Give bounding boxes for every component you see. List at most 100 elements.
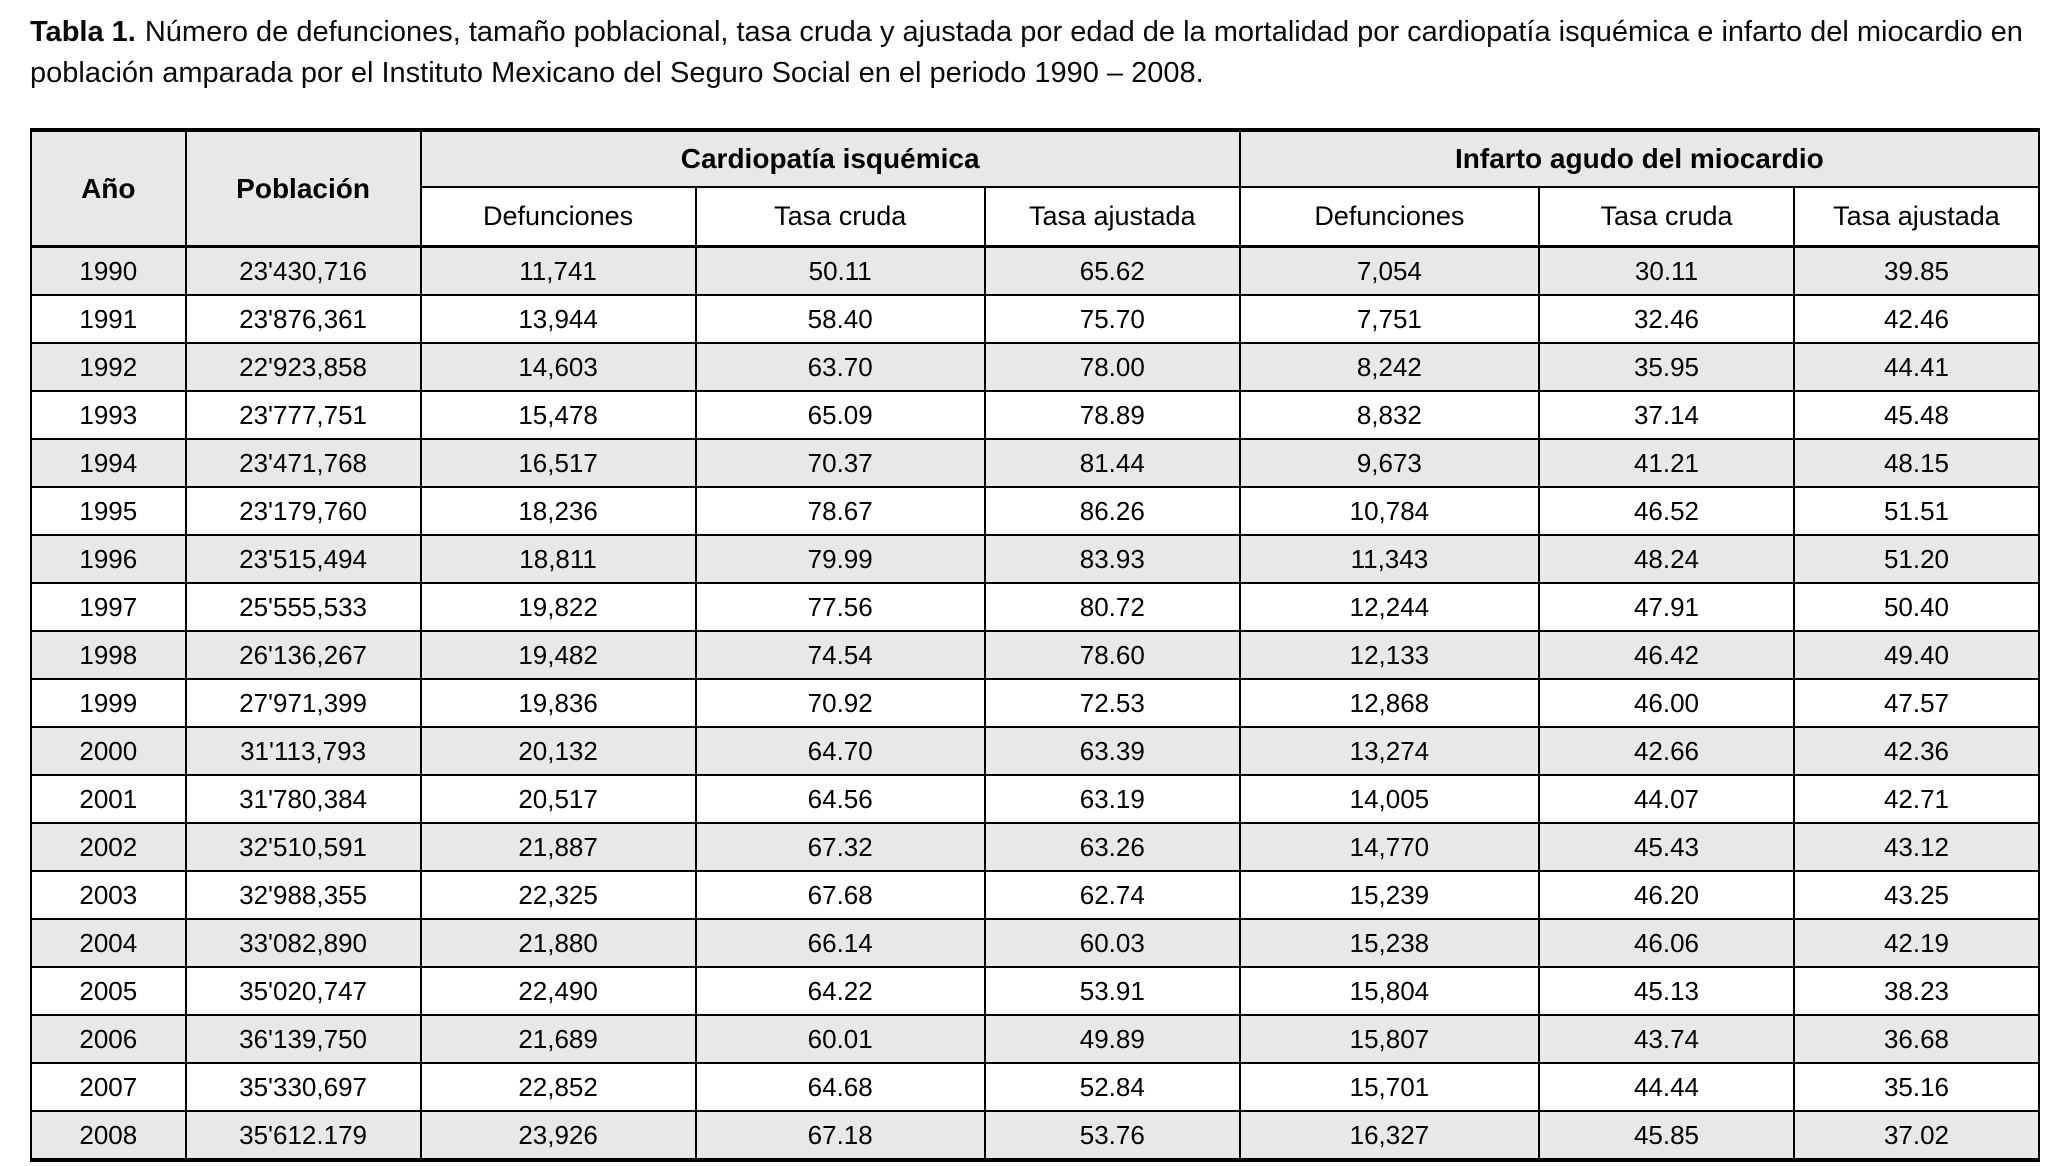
table-cell: 72.53 [983, 678, 1241, 729]
table-cell: 15,807 [1238, 1014, 1540, 1065]
table-cell: 2007 [30, 1062, 187, 1113]
table-cell: 26'136,267 [184, 630, 422, 681]
table-cell: 74.54 [694, 630, 986, 681]
table-caption-text: Número de defunciones, tamaño poblaciona… [30, 16, 2023, 90]
col-header-defunciones-ci: Defunciones [419, 186, 697, 248]
col-header-defunciones-iam: Defunciones [1238, 186, 1540, 248]
table-cell: 35'330,697 [184, 1062, 422, 1113]
table-cell: 46.00 [1537, 678, 1795, 729]
table-cell: 67.18 [694, 1110, 986, 1162]
table-cell: 42.36 [1792, 726, 2041, 777]
table-cell: 78.89 [983, 390, 1241, 441]
table-cell: 1997 [30, 582, 187, 633]
table-cell: 1995 [30, 486, 187, 537]
table-cell: 63.70 [694, 342, 986, 393]
table-row: 2007 35'330,697 22,852 64.68 52.84 15,701 44.4… [30, 1062, 2041, 1113]
table-cell: 31'113,793 [184, 726, 422, 777]
table-cell: 47.91 [1537, 582, 1795, 633]
table-row: 2003 32'988,355 22,325 67.68 62.74 15,239 46.2… [30, 870, 2041, 921]
table-cell: 23'471,768 [184, 438, 422, 489]
table-row: 1999 27'971,399 19,836 70.92 72.53 12,868 46.0… [30, 678, 2041, 729]
table-cell: 43.12 [1792, 822, 2041, 873]
table-cell: 32'510,591 [184, 822, 422, 873]
table-cell: 50.11 [694, 245, 986, 297]
table-cell: 12,133 [1238, 630, 1540, 681]
table-cell: 16,327 [1238, 1110, 1540, 1162]
table-cell: 2004 [30, 918, 187, 969]
table-cell: 63.19 [983, 774, 1241, 825]
table-cell: 25'555,533 [184, 582, 422, 633]
table-cell: 11,343 [1238, 534, 1540, 585]
table-cell: 70.37 [694, 438, 986, 489]
table-cell: 60.01 [694, 1014, 986, 1065]
col-group-infarto-agudo: Infarto agudo del miocardio [1238, 129, 2041, 189]
table-cell: 46.52 [1537, 486, 1795, 537]
table-cell: 46.20 [1537, 870, 1795, 921]
table-cell: 44.44 [1537, 1062, 1795, 1113]
table-cell: 18,236 [419, 486, 697, 537]
table-cell: 13,274 [1238, 726, 1540, 777]
table-cell: 35.95 [1537, 342, 1795, 393]
table-row: 1994 23'471,768 16,517 70.37 81.44 9,673 41.21… [30, 438, 2041, 489]
table-cell: 78.00 [983, 342, 1241, 393]
table-cell: 18,811 [419, 534, 697, 585]
table-cell: 45.85 [1537, 1110, 1795, 1162]
table-row: 1990 23'430,716 11,741 50.11 65.62 7,054 30.11… [30, 245, 2041, 297]
table-cell: 32'988,355 [184, 870, 422, 921]
table-header-group-row: Año Población Cardiopatía isquémica Infa… [30, 129, 2041, 248]
table-cell: 12,868 [1238, 678, 1540, 729]
table-cell: 19,822 [419, 582, 697, 633]
table-cell: 65.62 [983, 245, 1241, 297]
table-cell: 30.11 [1537, 245, 1795, 297]
table-cell: 36'139,750 [184, 1014, 422, 1065]
table-cell: 51.51 [1792, 486, 2041, 537]
table-cell: 35.16 [1792, 1062, 2041, 1113]
table-cell: 41.21 [1537, 438, 1795, 489]
table-cell: 49.89 [983, 1014, 1241, 1065]
table-cell: 44.07 [1537, 774, 1795, 825]
table-cell: 2003 [30, 870, 187, 921]
table-cell: 7,751 [1238, 294, 1540, 345]
table-cell: 21,689 [419, 1014, 697, 1065]
table-cell: 86.26 [983, 486, 1241, 537]
table-row: 1991 23'876,361 13,944 58.40 75.70 7,751 32.46… [30, 294, 2041, 345]
table-cell: 42.19 [1792, 918, 2041, 969]
table-cell: 22,852 [419, 1062, 697, 1113]
col-header-tasa-cruda-ci: Tasa cruda [694, 186, 986, 248]
table-cell: 1991 [30, 294, 187, 345]
table-cell: 21,880 [419, 918, 697, 969]
table-cell: 45.48 [1792, 390, 2041, 441]
table-cell: 37.02 [1792, 1110, 2041, 1162]
table-cell: 80.72 [983, 582, 1241, 633]
table-cell: 47.57 [1792, 678, 2041, 729]
table-cell: 14,603 [419, 342, 697, 393]
table-cell: 20,517 [419, 774, 697, 825]
table-cell: 22,325 [419, 870, 697, 921]
table-row: 2005 35'020,747 22,490 64.22 53.91 15,804 45.1… [30, 966, 2041, 1017]
table-cell: 44.41 [1792, 342, 2041, 393]
table-cell: 7,054 [1238, 245, 1540, 297]
table-cell: 19,482 [419, 630, 697, 681]
table-cell: 15,804 [1238, 966, 1540, 1017]
table-cell: 23'515,494 [184, 534, 422, 585]
table-subheader-row: Defunciones Tasa cruda Tasa ajustada Def… [31, 186, 2041, 248]
table-cell: 50.40 [1792, 582, 2041, 633]
table-cell: 9,673 [1238, 438, 1540, 489]
table-cell: 1996 [30, 534, 187, 585]
table-row: 2002 32'510,591 21,887 67.32 63.26 14,770 45.4… [30, 822, 2041, 873]
table-cell: 21,887 [419, 822, 697, 873]
table-cell: 77.56 [694, 582, 986, 633]
table-cell: 14,770 [1238, 822, 1540, 873]
table-cell: 64.22 [694, 966, 986, 1017]
table-cell: 23'430,716 [184, 245, 422, 297]
table-cell: 48.15 [1792, 438, 2041, 489]
table-cell: 15,238 [1238, 918, 1540, 969]
table-cell: 45.43 [1537, 822, 1795, 873]
table-cell: 46.06 [1537, 918, 1795, 969]
table-cell: 35'612.179 [184, 1110, 422, 1162]
table-row: 2006 36'139,750 21,689 60.01 49.89 15,807 43.7… [30, 1014, 2041, 1065]
table-cell: 15,239 [1238, 870, 1540, 921]
table-cell: 64.68 [694, 1062, 986, 1113]
table-cell: 53.76 [983, 1110, 1241, 1162]
